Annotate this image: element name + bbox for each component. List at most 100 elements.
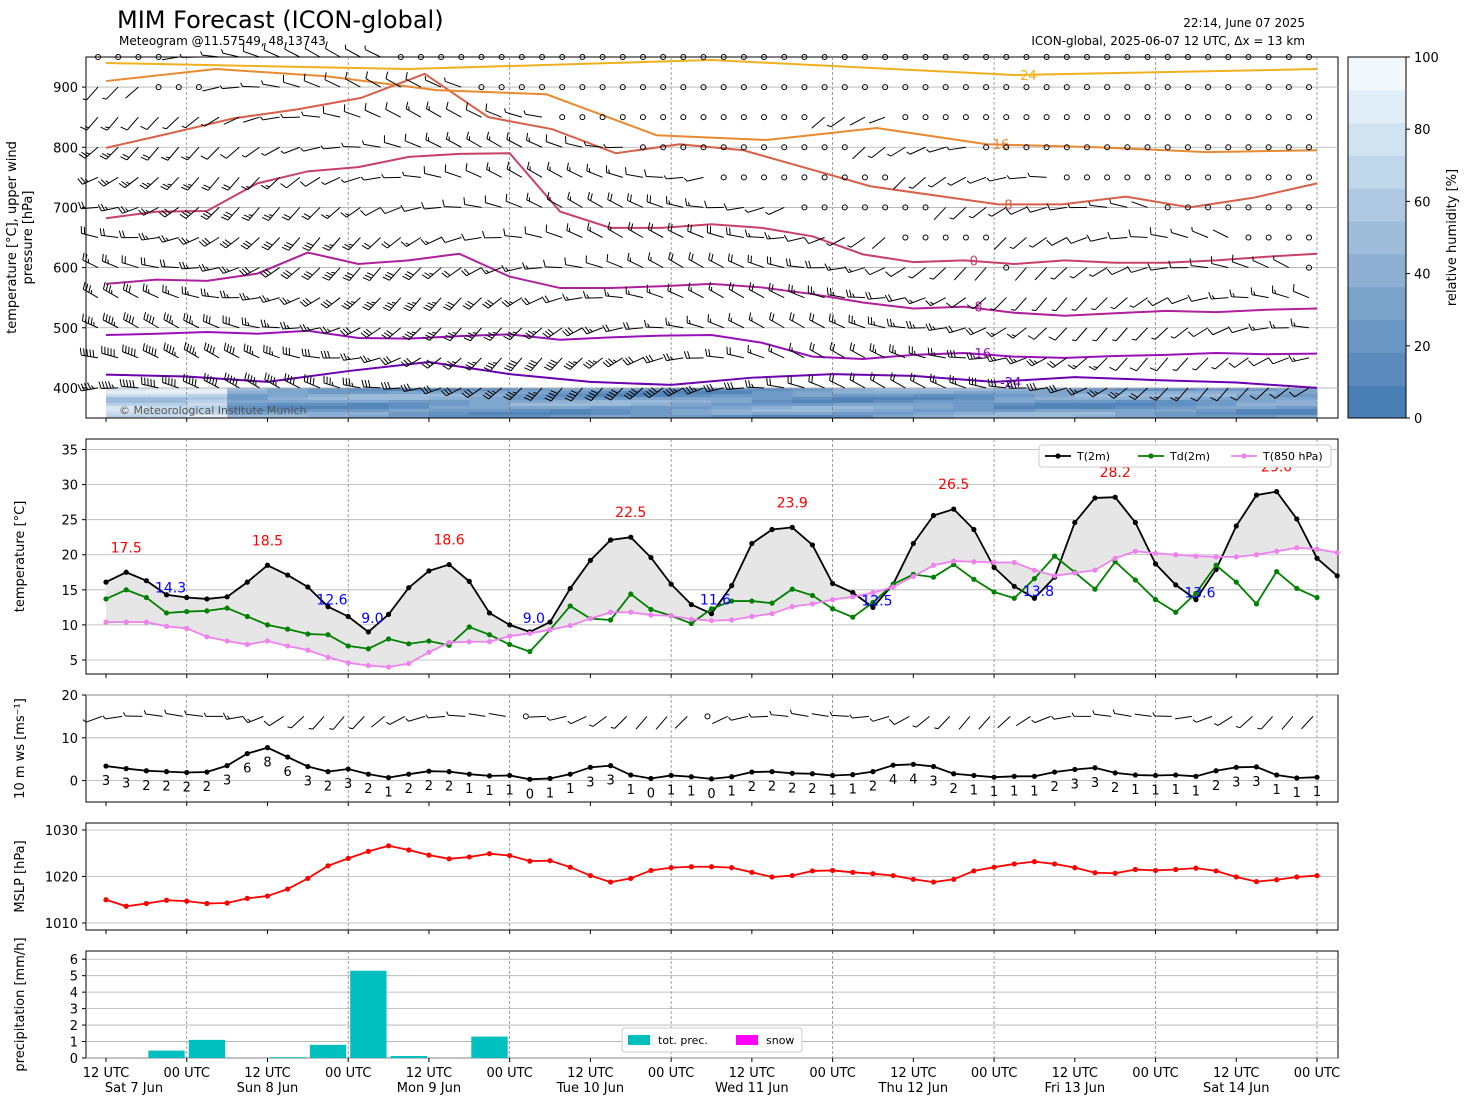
upper-wind-barb-calm [1003, 54, 1010, 60]
humidity-cell [792, 393, 834, 398]
upper-wind-barb [425, 101, 442, 118]
upper-wind-barb-calm [1184, 144, 1191, 151]
upper-wind-barb [886, 318, 906, 329]
humidity-cell [106, 393, 147, 398]
upper-wind-barb-calm [1285, 174, 1292, 181]
humidity-cell [913, 408, 955, 413]
upper-wind-barb-calm [1225, 204, 1232, 211]
upper-wind-barb [1026, 382, 1047, 392]
humidity-cell [267, 411, 309, 416]
mslp-point [951, 876, 957, 882]
upper-wind-barb [747, 254, 765, 269]
x-tick-date: Mon 9 Jun [397, 1081, 461, 1096]
humidity-cell [509, 396, 551, 401]
surface-wind-barb [978, 716, 991, 730]
humidity-cell [1276, 414, 1318, 419]
upper-wind-barb [647, 252, 664, 269]
upper-wind-barb [826, 287, 845, 299]
upper-wind-barb [986, 176, 1007, 182]
series-point-1 [749, 598, 755, 604]
upper-wind-barb-calm [962, 54, 969, 60]
upper-wind-barb [623, 387, 644, 400]
upper-wind-barb [485, 103, 502, 118]
upper-wind-barb [1227, 326, 1249, 334]
upper-wind-barb [1005, 356, 1027, 365]
humidity-cell [832, 399, 874, 404]
upper-wind-barb [445, 131, 462, 148]
upper-wind-barb [423, 166, 442, 178]
series-point-2 [587, 615, 594, 622]
series-point-0 [345, 613, 351, 620]
upper-wind-barb [584, 387, 603, 402]
upper-wind-barb [990, 297, 1007, 311]
upper-wind-barb [705, 348, 724, 359]
series-point-2 [567, 622, 573, 629]
humidity-cell [186, 390, 228, 395]
mslp-point [486, 851, 493, 857]
upper-wind-barb [726, 346, 744, 359]
series-point-2 [628, 609, 634, 615]
upper-wind-barb-calm [478, 54, 485, 60]
surface-wind-barb [610, 716, 628, 729]
mslp-point [1213, 868, 1219, 874]
upper-wind-barb [586, 163, 603, 178]
upper-wind-barb-calm [1023, 114, 1030, 121]
upper-wind-barb-calm [922, 234, 929, 241]
upper-wind-barb [117, 206, 139, 214]
upper-wind-barb [159, 259, 179, 269]
upper-wind-barb [1151, 327, 1169, 340]
upper-wind-barb [646, 284, 664, 299]
wind-value-label: 2 [425, 779, 433, 794]
humidity-cell [1195, 402, 1237, 407]
series-point-2 [103, 619, 109, 625]
upper-wind-barb [607, 192, 623, 208]
mslp-line [105, 844, 1318, 908]
upper-wind-barb-calm [1043, 84, 1050, 91]
humidity-cell [590, 405, 632, 410]
upper-wind-barb-calm [417, 54, 424, 60]
humidity-cell [630, 408, 672, 413]
surface-wind-barb [1015, 715, 1031, 727]
series-point-2 [971, 559, 977, 565]
upper-wind-barb-calm [861, 54, 868, 60]
series-point-2 [1011, 559, 1017, 566]
upper-wind-barb [463, 327, 482, 342]
wind-value-label: 3 [606, 774, 614, 789]
upper-wind-barb-calm [1124, 114, 1131, 121]
upper-wind-barb-calm [1205, 174, 1212, 181]
upper-wind-barb-calm [115, 54, 122, 60]
surface-wind-barb [1175, 715, 1192, 720]
upper-wind-barb [341, 142, 361, 148]
upper-wind-barb [1208, 292, 1229, 300]
upper-wind-barb [182, 373, 200, 389]
series-point-0 [305, 584, 311, 590]
temp-ylabel: temperature [°C] [13, 501, 28, 613]
humidity-cell [872, 414, 914, 419]
series-point-1 [103, 596, 109, 602]
x-tick-date: Tue 10 Jun [556, 1081, 624, 1096]
humidity-cell [428, 408, 470, 413]
humidity-cell [1155, 396, 1197, 401]
humidity-cell [509, 402, 551, 407]
precip-ylabel: precipitation [mm/h] [13, 937, 28, 1071]
surface-wind-barb [1071, 712, 1091, 717]
upper-wind-barb-calm [1245, 54, 1252, 60]
upper-wind-barb [583, 141, 603, 148]
upper-wind-barb [301, 348, 321, 359]
colorbar-band [1348, 122, 1406, 156]
upper-wind-barb-calm [1023, 144, 1030, 151]
upper-wind-barb [768, 282, 785, 299]
wind-value-label: 3 [1071, 777, 1079, 792]
surface-wind-barb [1192, 715, 1213, 723]
wind-value-label: 0 [707, 787, 715, 802]
colorbar-tick-label: 80 [1414, 123, 1431, 138]
series-point-0 [426, 568, 432, 574]
upper-wind-barb [541, 295, 563, 304]
upper-wind-barb [1211, 357, 1229, 370]
surface-wind-barb [1281, 716, 1294, 730]
upper-wind-barb [668, 251, 684, 269]
upper-wind-barb [788, 284, 805, 299]
humidity-cell [1115, 414, 1157, 419]
humidity-cell [832, 411, 874, 416]
wind-point [910, 761, 916, 767]
